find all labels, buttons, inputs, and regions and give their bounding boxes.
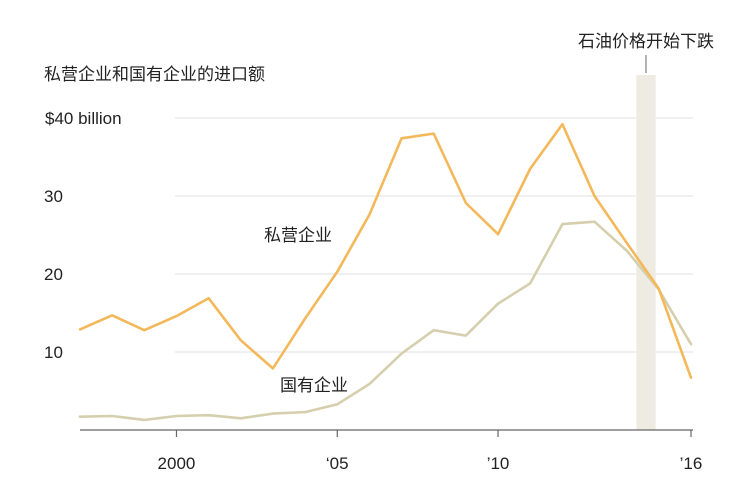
y-tick-label-40: $40 billion	[45, 109, 122, 128]
x-tick-label-2016: ’16	[680, 454, 703, 473]
x-tick-label-2000: 2000	[158, 454, 196, 473]
series-label-private: 私营企业	[264, 226, 332, 246]
x-tick-label-2005: ‘05	[326, 454, 349, 473]
chart-title: 私营企业和国有企业的进口额	[44, 65, 265, 85]
axes: 2000 ‘05 ’10 ’16	[80, 429, 703, 473]
oil-price-annotation: 石油价格开始下跌	[578, 32, 714, 430]
series-line-state	[78, 220, 693, 422]
x-tick-label-2010: ’10	[487, 454, 510, 473]
series-lines	[78, 122, 693, 422]
oil-price-band	[636, 75, 656, 430]
grid: 10 20 30 $40 billion	[44, 109, 693, 362]
y-tick-label-30: 30	[44, 187, 63, 206]
annotation-label: 石油价格开始下跌	[578, 32, 714, 52]
series-label-state: 国有企业	[280, 376, 348, 396]
y-tick-label-20: 20	[44, 265, 63, 284]
series-line-private	[78, 122, 693, 380]
y-tick-label-10: 10	[44, 343, 63, 362]
